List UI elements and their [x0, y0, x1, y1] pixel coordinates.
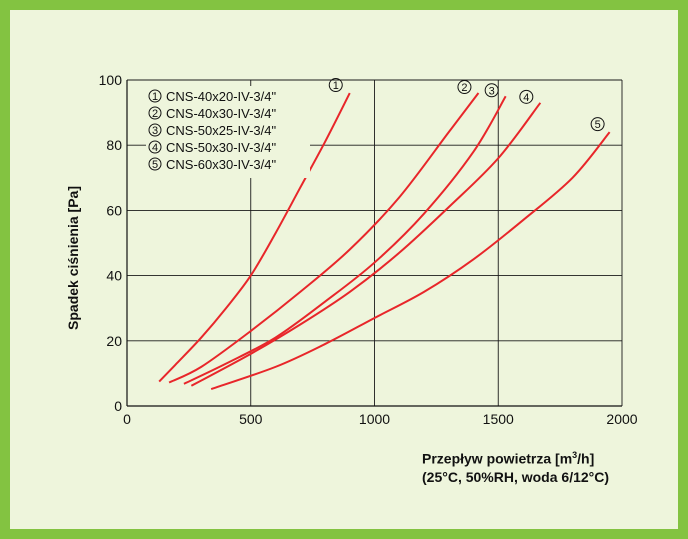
legend-marker-number: 1 [152, 91, 158, 103]
axes [126, 80, 622, 407]
legend-entry: CNS-50x25-IV-3/4" [166, 123, 276, 138]
x-axis-label-sup: 3 [572, 450, 578, 460]
y-axis-label: Spadek ciśnienia [Pa] [65, 186, 81, 330]
curve-markers: 1 2 3 4 5 [328, 78, 605, 132]
y-tick-label: 40 [106, 268, 122, 284]
curve-marker-circle-3 [484, 83, 499, 98]
legend-entry: CNS-40x30-IV-3/4" [166, 106, 276, 121]
x-axis-label-line2: (25°C, 50%RH, woda 6/12°C) [422, 468, 610, 485]
curve-marker-circle-4 [519, 89, 534, 104]
legend-marker-circle [148, 123, 162, 137]
legend-marker-number: 2 [152, 108, 158, 120]
x-tick-label: 1500 [483, 411, 514, 427]
y-tick-label: 0 [114, 398, 122, 414]
legend-entry: CNS-50x30-IV-3/4" [166, 140, 276, 155]
curve-marker-number-5: 5 [595, 119, 601, 131]
x-tick-label: 2000 [606, 411, 637, 427]
x-tick-label: 500 [239, 411, 263, 427]
curve-marker-circle-1 [328, 78, 343, 93]
curve-marker-circle-2 [457, 80, 472, 95]
x-axis-label-suffix: /h] [577, 450, 595, 467]
y-tick-label: 60 [106, 202, 122, 218]
y-tick-label: 80 [106, 137, 122, 153]
legend-marker-circle [148, 157, 162, 171]
curve-marker-number-2: 2 [461, 82, 467, 94]
legend-marker-circle [148, 89, 162, 103]
legend-marker-number: 3 [152, 125, 158, 137]
curve-marker-number-3: 3 [489, 85, 495, 97]
curve-marker-number-4: 4 [523, 92, 529, 104]
x-tick-label: 1000 [359, 411, 390, 427]
legend: 1 CNS-40x20-IV-3/4" 2 CNS-40x30-IV-3/4" 3 CNS… [146, 86, 310, 178]
y-tick-label: 20 [106, 333, 122, 349]
y-tick-label: 100 [99, 72, 123, 88]
x-axis-label: Przepływ powietrza [m3/h] (25°C, 50%RH, … [422, 446, 609, 486]
series-line-3 [183, 95, 507, 385]
x-axis-label-line1: Przepływ powietrza [m3/h] [422, 446, 609, 468]
legend-entry: CNS-60x30-IV-3/4" [166, 157, 276, 172]
legend-marker-number: 5 [152, 159, 158, 171]
series-line-1 [158, 92, 351, 383]
curve-marker-circle-5 [590, 117, 605, 132]
legend-marker-number: 4 [152, 142, 158, 154]
legend-entry: CNS-40x20-IV-3/4" [166, 89, 276, 104]
x-tick-label: 0 [123, 411, 131, 427]
legend-marker-circle [148, 140, 162, 154]
series-line-2 [168, 92, 480, 384]
series-lines [158, 92, 611, 390]
x-axis-label-prefix: Przepływ powietrza [m [422, 450, 573, 467]
series-line-5 [210, 131, 611, 390]
curve-marker-number-1: 1 [333, 80, 339, 92]
legend-background [146, 86, 310, 178]
series-line-4 [190, 102, 542, 387]
legend-marker-circle [148, 106, 162, 120]
